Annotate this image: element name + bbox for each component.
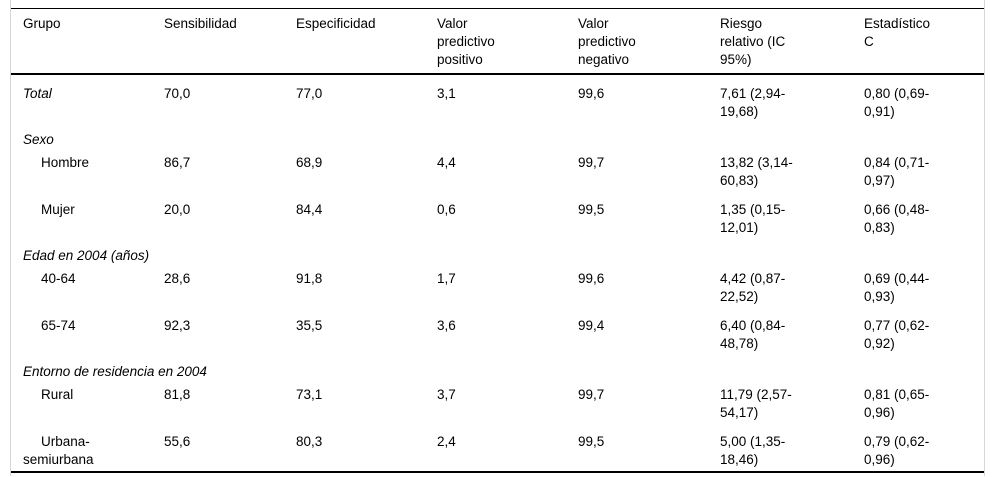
cell-estadistico-c: 0,81 (0,65-0,96) [864,387,930,420]
column-header-valor-predictivo-negativo: Valor predictivo negativo [577,8,719,75]
cell-riesgo-relativo-ic-95: 5,00 (1,35-18,46) [720,434,786,467]
cell-estadistico-c: 0,66 (0,48-0,83) [864,202,930,235]
header-row: Grupo Sensibilidad Especificidad Valor pred… [11,8,984,75]
cell-riesgo-relativo-ic-95: 13,82 (3,14-60,83) [720,155,793,188]
cell-sensibilidad: 55,6 [164,434,191,449]
cell-estadistico-c: 0,69 (0,44-0,93) [864,271,930,304]
table-row-urbana-semiurbana: Urbana-semiurbana 55,6 80,3 2,4 99,5 5,00 (1,… [11,423,984,472]
cell-sensibilidad: 20,0 [164,202,191,217]
cell-riesgo-relativo-ic-95: 7,61 (2,94-19,68) [720,86,786,119]
cell-riesgo-relativo-ic-95: 6,40 (0,84-48,78) [720,318,786,351]
table-row-rural: Rural 81,8 73,1 3,7 99,7 11,79 (2,57-54,17) 0,… [11,382,984,423]
cell-valor-predictivo-negativo: 99,4 [578,318,605,333]
column-header-riesgo-relativo-ic-95: Riesgo relativo (IC 95%) [719,8,863,75]
cell-valor-predictivo-positivo: 1,7 [437,271,456,286]
section-label: Sexo [23,132,54,147]
table-body: Total 70,0 77,0 3,1 99,6 7,61 (2,94-19,68) 0,8… [11,74,984,472]
row-label: 40-64 [41,271,76,286]
section-row-sexo: Sexo [11,122,984,150]
row-label: Urbana-semiurbana [23,434,94,467]
cell-especificidad: 73,1 [296,387,323,402]
cell-estadistico-c: 0,77 (0,62-0,92) [864,318,930,351]
table-row-total: Total 70,0 77,0 3,1 99,6 7,61 (2,94-19,68) 0,8… [11,74,984,122]
table-row-40-64: 40-64 28,6 91,8 1,7 99,6 4,42 (0,87-22,52) 0,6… [11,266,984,307]
row-label: Hombre [41,155,90,170]
row-label: Mujer [41,202,75,217]
table-header: Grupo Sensibilidad Especificidad Valor pred… [11,8,984,75]
cell-sensibilidad: 86,7 [164,155,191,170]
table-row-65-74: 65-74 92,3 35,5 3,6 99,4 6,40 (0,84-48,78) 0,7… [11,307,984,354]
section-row-edad-en-2004-anos: Edad en 2004 (años) [11,238,984,266]
cell-valor-predictivo-positivo: 3,7 [437,387,456,402]
column-header-especificidad: Especificidad [295,8,436,75]
cell-especificidad: 91,8 [296,271,323,286]
cell-valor-predictivo-negativo: 99,6 [578,271,605,286]
cell-valor-predictivo-positivo: 0,6 [437,202,456,217]
cell-estadistico-c: 0,80 (0,69-0,91) [864,86,930,119]
cell-sensibilidad: 92,3 [164,318,191,333]
cell-especificidad: 84,4 [296,202,323,217]
section-label: Entorno de residencia en 2004 [23,364,207,379]
results-table-frame: Grupo Sensibilidad Especificidad Valor pred… [10,0,985,476]
cell-valor-predictivo-negativo: 99,5 [578,202,605,217]
row-label: Rural [41,387,74,402]
cell-valor-predictivo-negativo: 99,5 [578,434,605,449]
table-row-hombre: Hombre 86,7 68,9 4,4 99,7 13,82 (3,14-60,83) 0… [11,150,984,191]
cell-valor-predictivo-positivo: 3,6 [437,318,456,333]
cell-riesgo-relativo-ic-95: 11,79 (2,57-54,17) [720,387,792,420]
cell-sensibilidad: 81,8 [164,387,191,402]
cell-especificidad: 35,5 [296,318,323,333]
section-label: Edad en 2004 (años) [23,248,150,263]
cell-especificidad: 77,0 [296,86,323,101]
cell-riesgo-relativo-ic-95: 1,35 (0,15-12,01) [720,202,786,235]
row-label: Total [23,86,52,101]
cell-valor-predictivo-negativo: 99,6 [578,86,605,101]
cell-especificidad: 80,3 [296,434,323,449]
diagnostic-results-table: Grupo Sensibilidad Especificidad Valor pred… [11,8,984,473]
column-header-estadistico-c: Estadístico C [863,8,984,75]
cell-valor-predictivo-positivo: 4,4 [437,155,456,170]
cell-valor-predictivo-positivo: 2,4 [437,434,456,449]
cell-riesgo-relativo-ic-95: 4,42 (0,87-22,52) [720,271,786,304]
column-header-sensibilidad: Sensibilidad [163,8,295,75]
cell-estadistico-c: 0,79 (0,62-0,96) [864,434,930,467]
column-header-grupo: Grupo [11,8,163,75]
cell-sensibilidad: 28,6 [164,271,191,286]
cell-valor-predictivo-negativo: 99,7 [578,155,605,170]
row-label: 65-74 [41,318,76,333]
cell-valor-predictivo-positivo: 3,1 [437,86,456,101]
section-row-entorno-de-residencia-en-2004: Entorno de residencia en 2004 [11,354,984,382]
cell-valor-predictivo-negativo: 99,7 [578,387,605,402]
table-row-mujer: Mujer 20,0 84,4 0,6 99,5 1,35 (0,15-12,01) 0,6… [11,191,984,238]
cell-estadistico-c: 0,84 (0,71-0,97) [864,155,930,188]
cell-sensibilidad: 70,0 [164,86,191,101]
cell-especificidad: 68,9 [296,155,323,170]
column-header-valor-predictivo-positivo: Valor predictivo positivo [436,8,577,75]
